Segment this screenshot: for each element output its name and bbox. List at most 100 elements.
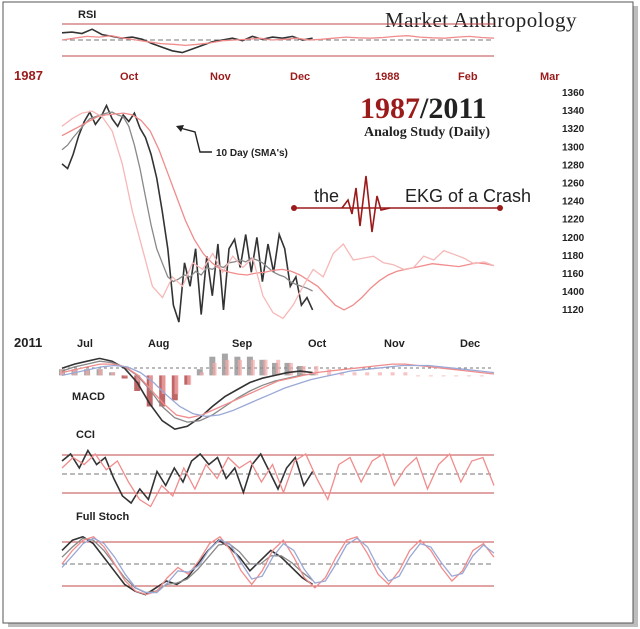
macd-histogram-bar [403,372,408,376]
macd-histogram-bar [121,375,128,379]
stoch-series-group [61,535,495,596]
macd-histogram-bar [234,356,241,376]
bottom-month-label: Aug [148,338,169,350]
brand-title: Market Anthropology [385,8,577,32]
price-axis: 1360 1340 1320 1300 1280 1260 1240 1220 1200 1180… [562,88,585,316]
macd-histogram-bar [352,372,357,376]
macd-histogram-bar [276,359,281,376]
rsi-1987-series-black-line [61,28,313,54]
stoch-2011-series-pink-line [61,535,495,596]
top-month-label: Oct [120,71,139,83]
macd-histogram-bar [301,366,306,376]
top-month-label: 1988 [375,71,399,83]
macd-histogram-bar [110,372,115,376]
axis-2011: 2011 Jul Aug Sep Oct Nov Dec [14,335,480,350]
top-month-label: Nov [210,71,232,83]
macd-histogram-bar [225,359,230,376]
stoch-2011-series-black-line [61,535,314,596]
price-tick-label: 1160 [562,269,584,280]
macd-2011-series-grey-line [61,360,313,423]
macd-histogram-bar [250,359,255,376]
top-month-label: Mar [540,71,560,83]
macd-histogram-bar [365,372,370,376]
main-price-series-pink-line [61,112,495,311]
macd-histogram-bar [284,362,291,376]
macd-histogram-bar [187,375,192,385]
top-month-labels: Oct Nov Dec 1988 Feb Mar [120,71,560,83]
bottom-month-label: Oct [308,338,327,350]
year-label-2011: 2011 [14,335,42,350]
macd-series-group [61,357,495,431]
main-price-series [61,103,495,323]
ekg-left-text: the [314,186,339,206]
price-tick-label: 1220 [562,215,585,226]
macd-histogram-bar [466,375,471,377]
macd-histogram-bar [428,375,433,377]
price-tick-label: 1400 [562,287,585,298]
ekg-left-dot [291,205,297,211]
stoch-panel: Full Stoch [61,511,495,596]
price-tick-label: 1180 [562,251,584,262]
price-tick-label: 1360 [562,88,585,99]
macd-histogram-bar [272,362,278,376]
title-separator: / [419,92,429,125]
bottom-month-label: Jul [77,338,93,350]
macd-histogram-bar [441,375,446,377]
macd-histogram-bar [212,362,217,376]
macd-histogram-bar [390,372,395,376]
price-tick-label: 1320 [562,124,585,135]
cci-panel: CCI [61,429,495,508]
stoch-2011-series-grey-line [61,537,313,594]
macd-histogram-bar [339,372,344,376]
rsi-label: RSI [78,9,96,21]
cci-series-group [61,448,495,508]
macd-histogram-bar [259,359,266,376]
sma-arrow-line [179,127,212,153]
price-tick-label: 1340 [562,106,585,117]
price-tick-label: 1200 [562,233,585,244]
macd-histogram-bar [221,353,228,376]
axis-1987: 1987 Oct Nov Dec 1988 Feb Mar [14,68,560,83]
bottom-month-label: Dec [460,338,480,350]
macd-histogram-bar [263,359,268,376]
macd-histogram-bar [199,372,204,376]
macd-label: MACD [72,391,105,403]
ekg-right-text: EKG of a Crash [405,186,531,206]
cci-2011-series-black-line [61,448,314,505]
macd-histogram-bar [161,375,166,395]
macd-histogram-bar [123,375,128,377]
macd-histogram-bar [377,372,382,376]
stoch-2011-series-blue-line [61,537,495,594]
macd-histogram-bar [149,375,153,391]
stoch-label: Full Stoch [76,511,129,523]
bottom-month-label: Sep [232,338,252,350]
ekg-trace [341,175,391,233]
macd-histogram-bar [327,369,332,376]
ekg-right-dot [497,205,503,211]
sma-label: 10 Day (SMA's) [216,148,288,159]
price-tick-label: 1240 [562,197,585,208]
price-tick-label: 1120 [562,305,584,316]
frame-border [2,1,634,624]
cci-2011-series-pink-line [61,452,495,508]
subtitle: Analog Study (Daily) [364,125,490,140]
sma-arrow-head [176,125,184,132]
top-month-label: Dec [290,71,310,83]
macd-panel: MACD [59,353,495,431]
macd-histogram-bar [454,375,459,377]
macd-histogram-bar [196,369,203,376]
macd-histogram-bar [174,375,179,395]
macd-histogram-bar [246,356,253,376]
ekg-annotation: the EKG of a Crash [291,175,531,233]
rsi-panel: RSI [61,9,495,57]
title-year-1987: 1987 [360,92,420,125]
top-month-label: Feb [458,71,478,83]
bottom-month-label: Nov [384,338,406,350]
macd-histogram-bar [136,375,141,382]
title-year-2011: 2011 [428,92,486,125]
macd-histogram-bar [416,375,421,377]
rsi-1987-series-pink-line [61,35,495,47]
macd-2011-series-blue-line [61,364,495,418]
bottom-month-labels: Jul Aug Sep Oct Nov Dec [77,338,480,350]
macd-histogram-bar [85,369,90,376]
